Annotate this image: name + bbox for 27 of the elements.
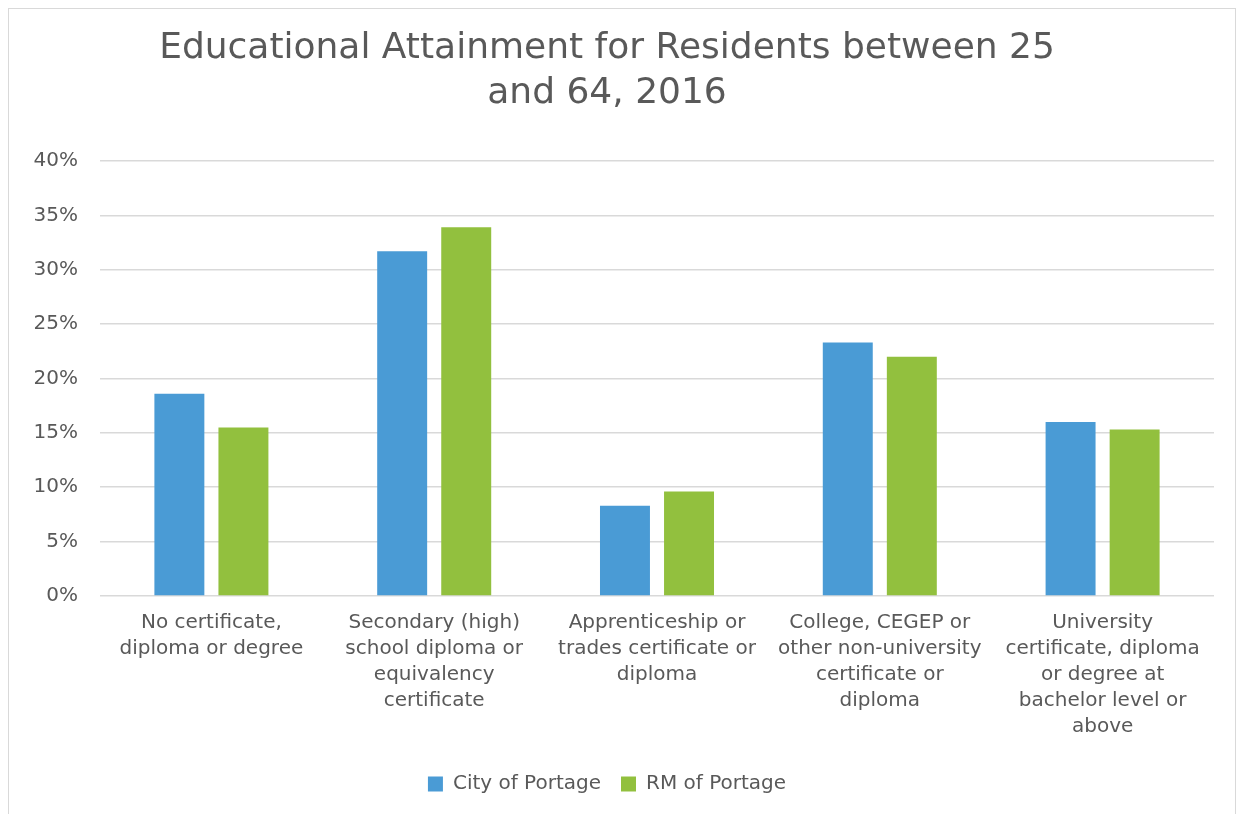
legend-label: RM of Portage [646,770,787,795]
bar [1109,429,1160,596]
bar [1045,422,1096,596]
y-tick-label: 30% [33,255,78,280]
y-tick-label: 15% [33,419,78,444]
x-tick-label: University certificate, diploma or degree at bachelor level or above [1005,609,1200,738]
y-tick-label: 5% [46,527,78,552]
x-tick-label: No certificate, diploma or degree [119,609,304,660]
y-tick-label: 10% [33,473,78,498]
bar [886,356,937,596]
bar [822,342,873,596]
y-tick-label: 25% [33,310,78,335]
bar [441,227,492,596]
bar [664,491,715,596]
y-tick-label: 0% [46,582,78,607]
bar [599,505,650,596]
bar [218,427,269,596]
y-tick-label: 40% [33,147,78,172]
x-tick-label: College, CEGEP or other non-university certificate or diploma [778,609,982,712]
chart-title: Educational Attainment for Residents between 25 and 64, 2016 [159,24,1055,111]
y-tick-label: 20% [33,364,78,389]
x-tick-label: Secondary (high) school diploma or equivalency certificate [345,609,524,712]
bar [154,393,205,596]
y-tick-label: 35% [33,201,78,226]
x-tick-label: Apprenticeship or trades certificate or diploma [558,609,757,686]
bar [377,251,428,596]
legend-label: City of Portage [452,770,602,795]
